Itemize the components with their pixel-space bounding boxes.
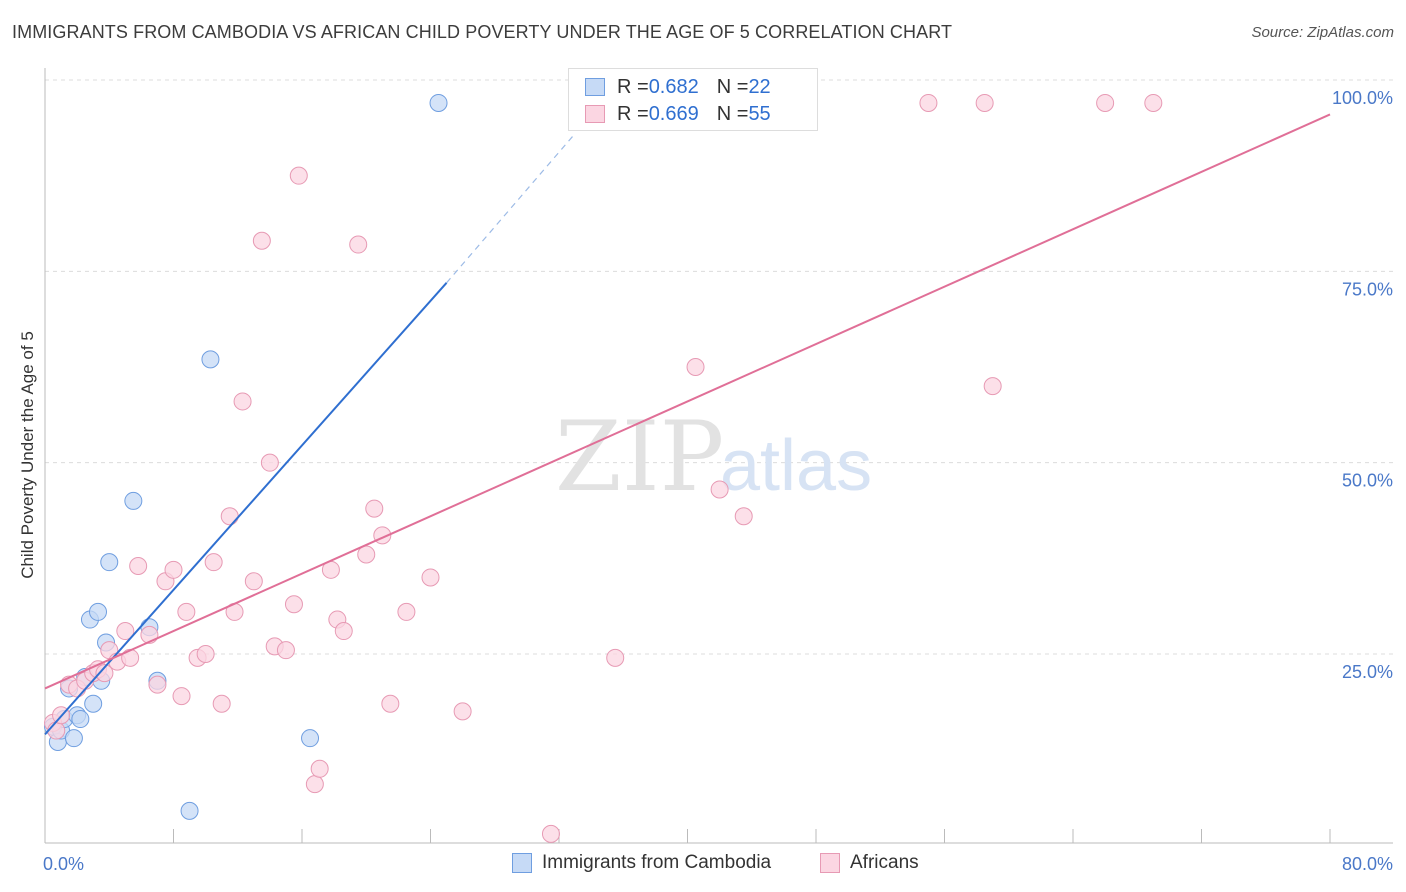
legend-swatch-cambodia (512, 853, 532, 873)
stats-row-africans: R = 0.669 N = 55 (585, 102, 771, 126)
r-value: 0.682 (648, 75, 699, 98)
legend-item-africans[interactable]: Africans (820, 852, 919, 874)
legend-item-cambodia[interactable]: Immigrants from Cambodia (512, 852, 771, 874)
africans-point (381, 694, 400, 713)
africans-point (220, 507, 239, 526)
n-value: 22 (748, 75, 771, 98)
africans-point (606, 648, 625, 667)
africans-point (421, 568, 440, 587)
africans-point (334, 622, 353, 641)
africans-point (453, 702, 472, 721)
data-points (44, 93, 1163, 843)
cambodia-swatch (585, 78, 605, 96)
africans-point (975, 93, 994, 112)
africans-point (260, 453, 279, 472)
y-tick-label: 75.0% (1342, 279, 1393, 299)
africans-point (121, 648, 140, 667)
n-label: N = (716, 75, 749, 98)
cambodia-point (124, 491, 143, 510)
stats-row-cambodia: R = 0.682 N = 22 (585, 75, 771, 99)
africans-swatch (585, 105, 605, 123)
africans-point (284, 595, 303, 614)
africans-point (204, 553, 223, 572)
x-tick-label: 80.0% (1342, 854, 1393, 874)
africans-point (116, 622, 135, 641)
africans-point (710, 480, 729, 499)
africans-point (252, 231, 271, 250)
r-label: R = (617, 75, 649, 98)
cambodia-trend-line (44, 282, 448, 736)
source-credit: Source: ZipAtlas.com (1251, 24, 1394, 41)
africans-point (397, 602, 416, 621)
africans-point (95, 664, 114, 683)
africans-point (349, 235, 368, 254)
africans-point (310, 759, 329, 778)
africans-point (289, 166, 308, 185)
africans-point (196, 645, 215, 663)
africans-point (164, 560, 183, 579)
africans-point (983, 377, 1002, 396)
africans-point (305, 775, 324, 794)
africans-point (919, 93, 938, 112)
trend-lines (44, 113, 1331, 736)
cambodia-point (89, 602, 108, 621)
watermark-zip: ZIP (555, 401, 724, 513)
r-label: R = (617, 102, 649, 125)
cambodia-point (64, 729, 83, 748)
tick-labels: 25.0% 50.0% 75.0% 100.0% 0.0% 80.0% (43, 88, 1393, 874)
africans-point (686, 358, 705, 376)
africans-point (734, 507, 753, 526)
africans-trend-line (44, 113, 1331, 690)
africans-point (47, 721, 66, 740)
africans-point (1096, 93, 1115, 112)
cambodia-point (71, 710, 90, 729)
cambodia-point (429, 93, 448, 112)
africans-point (129, 556, 148, 575)
cambodia-point (84, 694, 103, 713)
y-tick-label: 100.0% (1332, 88, 1393, 108)
africans-point (233, 392, 252, 411)
legend-label-africans: Africans (850, 852, 919, 873)
cambodia-trend-extension (446, 133, 576, 284)
legend-label-cambodia: Immigrants from Cambodia (542, 852, 772, 873)
africans-point (148, 675, 167, 694)
cambodia-point (180, 801, 199, 820)
series-legend: Immigrants from Cambodia Africans (0, 852, 1406, 878)
africans-point (365, 499, 384, 518)
africans-point (244, 572, 263, 591)
n-label: N = (716, 102, 749, 125)
chart-title: IMMIGRANTS FROM CAMBODIA VS AFRICAN CHIL… (12, 22, 953, 42)
cambodia-point (100, 553, 119, 572)
africans-point (1144, 93, 1163, 112)
africans-point (212, 694, 231, 713)
x-tick-label: 0.0% (43, 854, 84, 874)
n-value: 55 (748, 102, 771, 125)
legend-swatch-africans (820, 853, 840, 873)
africans-point (172, 687, 191, 706)
watermark-atlas: atlas (720, 426, 872, 506)
r-value: 0.669 (648, 102, 699, 125)
stats-legend: R = 0.682 N = 22 R = 0.669 N = 55 (568, 68, 818, 131)
cambodia-point (201, 350, 220, 369)
y-tick-label: 50.0% (1342, 471, 1393, 491)
y-tick-label: 25.0% (1342, 662, 1393, 682)
gridlines (45, 79, 1393, 655)
cambodia-point (301, 729, 320, 748)
africans-point (276, 641, 295, 660)
africans-point (541, 824, 560, 843)
africans-point (177, 602, 196, 621)
watermark: ZIP atlas (555, 401, 872, 513)
